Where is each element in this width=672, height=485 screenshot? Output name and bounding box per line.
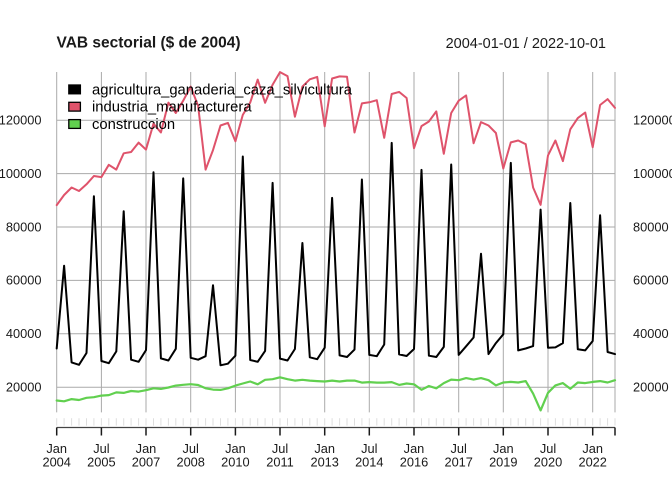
svg-text:20000: 20000 (6, 380, 42, 395)
svg-text:60000: 60000 (633, 273, 669, 288)
svg-text:2008: 2008 (176, 455, 204, 470)
svg-text:2004: 2004 (42, 455, 70, 470)
svg-text:Jan: Jan (136, 441, 157, 456)
svg-text:industria_manufacturera: industria_manufacturera (92, 100, 252, 116)
svg-text:2010: 2010 (221, 455, 249, 470)
svg-text:construccion: construccion (92, 117, 175, 133)
svg-text:Jul: Jul (93, 441, 109, 456)
svg-text:Jan: Jan (582, 441, 603, 456)
svg-text:2020: 2020 (534, 455, 562, 470)
svg-text:2019: 2019 (489, 455, 517, 470)
svg-text:2017: 2017 (444, 455, 472, 470)
svg-text:2016: 2016 (400, 455, 428, 470)
svg-text:Jul: Jul (361, 441, 377, 456)
svg-text:100000: 100000 (633, 166, 672, 181)
svg-text:80000: 80000 (6, 219, 42, 234)
svg-text:Jan: Jan (493, 441, 514, 456)
svg-text:2013: 2013 (310, 455, 338, 470)
svg-text:2014: 2014 (355, 455, 383, 470)
svg-text:Jan: Jan (404, 441, 425, 456)
svg-text:40000: 40000 (6, 326, 42, 341)
svg-text:Jul: Jul (272, 441, 288, 456)
svg-text:Jan: Jan (314, 441, 335, 456)
svg-text:80000: 80000 (633, 219, 669, 234)
svg-text:40000: 40000 (633, 326, 669, 341)
svg-text:Jan: Jan (225, 441, 246, 456)
svg-text:2022: 2022 (578, 455, 606, 470)
svg-text:Jan: Jan (46, 441, 67, 456)
svg-text:2005: 2005 (87, 455, 115, 470)
svg-text:60000: 60000 (6, 273, 42, 288)
svg-text:Jul: Jul (540, 441, 556, 456)
svg-text:100000: 100000 (0, 166, 42, 181)
svg-text:2011: 2011 (266, 455, 294, 470)
svg-text:agricultura_ganaderia_caza_sil: agricultura_ganaderia_caza_silvicultura (92, 82, 353, 98)
svg-text:120000: 120000 (0, 113, 42, 128)
svg-text:20000: 20000 (633, 380, 669, 395)
svg-text:VAB sectorial ($ de 2004): VAB sectorial ($ de 2004) (57, 34, 241, 51)
svg-text:120000: 120000 (633, 113, 672, 128)
svg-text:2007: 2007 (132, 455, 160, 470)
svg-text:2004-01-01 / 2022-10-01: 2004-01-01 / 2022-10-01 (446, 36, 606, 52)
svg-text:Jul: Jul (183, 441, 199, 456)
svg-text:Jul: Jul (451, 441, 467, 456)
